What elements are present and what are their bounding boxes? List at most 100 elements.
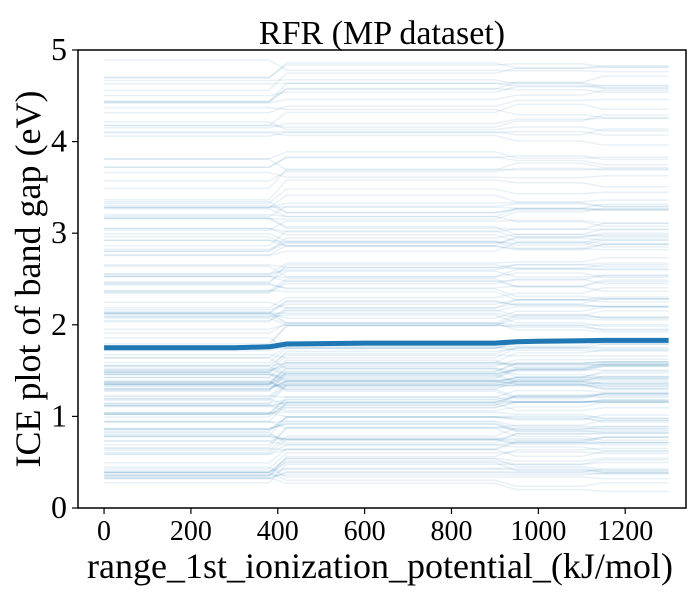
ice-line	[104, 279, 669, 289]
ice-line	[104, 401, 669, 408]
ice-line	[104, 423, 669, 433]
ice-line	[104, 447, 669, 478]
ice-line	[104, 59, 669, 73]
y-tick-label: 5	[51, 31, 67, 67]
ice-line	[104, 396, 669, 415]
ice-line	[104, 432, 669, 444]
ice-line	[104, 263, 669, 284]
ice-line	[104, 471, 669, 480]
ice-line	[104, 466, 669, 480]
ice-line	[104, 237, 669, 250]
ice-line	[104, 84, 669, 97]
ice-line	[104, 384, 669, 405]
ice-line	[104, 217, 669, 238]
ice-line	[104, 358, 669, 371]
x-tick-label: 800	[430, 516, 472, 547]
ice-line	[104, 312, 669, 319]
ice-line	[104, 114, 669, 129]
ice-line	[104, 310, 669, 326]
ice-line	[104, 354, 669, 373]
ice-line	[104, 287, 669, 309]
ice-line	[104, 309, 669, 347]
ice-line	[104, 297, 669, 309]
y-axis-label: ICE plot of band gap (eV)	[8, 91, 48, 468]
x-tick-label: 1200	[597, 516, 653, 547]
ice-line	[104, 324, 669, 330]
ice-line	[104, 361, 669, 367]
ice-line	[104, 277, 669, 293]
ice-line	[104, 117, 669, 129]
ice-line	[104, 201, 669, 208]
ice-line	[104, 132, 669, 146]
ice-line	[104, 289, 669, 303]
ice-line	[104, 121, 669, 132]
ice-line	[104, 89, 669, 104]
ice-line	[104, 379, 669, 400]
ice-line	[104, 265, 669, 278]
ice-line	[104, 214, 669, 227]
ice-line	[104, 441, 669, 451]
x-axis-label: range_1st_ionization_potential_(kJ/mol)	[87, 546, 673, 586]
ice-line	[104, 440, 669, 452]
ice-line	[104, 309, 669, 319]
ice-line	[104, 362, 669, 386]
ice-line	[104, 274, 669, 283]
ice-line	[104, 82, 669, 103]
ice-line	[104, 313, 669, 325]
ice-line	[104, 75, 669, 102]
ice-line	[104, 272, 669, 279]
ice-line	[104, 380, 669, 398]
ice-line	[104, 396, 669, 415]
ice-line	[104, 66, 669, 91]
ice-line	[104, 306, 669, 319]
chart-title: RFR (MP dataset)	[259, 15, 505, 52]
ice-line	[104, 432, 669, 442]
ice-line	[104, 436, 669, 464]
ice-line	[104, 380, 669, 388]
plot-frame	[77, 49, 687, 509]
ice-line	[104, 343, 669, 359]
ice-line	[104, 270, 669, 283]
ice-line	[104, 380, 669, 391]
ice-line	[104, 305, 669, 323]
ice-line	[104, 467, 669, 474]
ice-line	[104, 461, 669, 474]
ice-line	[104, 425, 669, 446]
ice-line	[104, 282, 669, 300]
ice-line	[104, 363, 669, 386]
ice-line	[104, 441, 669, 455]
ice-line	[104, 79, 669, 89]
ice-line	[104, 401, 669, 416]
ice-line	[104, 151, 669, 160]
ice-line	[104, 416, 669, 431]
ice-line	[104, 416, 669, 437]
ice-line	[104, 219, 669, 232]
ice-line	[104, 322, 669, 334]
ice-line	[104, 349, 669, 373]
ice-line	[104, 364, 669, 392]
ice-line	[104, 468, 669, 476]
ice-line	[104, 239, 669, 249]
ice-line	[104, 207, 669, 221]
ice-line	[104, 345, 669, 359]
ice-line	[104, 241, 669, 257]
ice-line	[104, 203, 669, 218]
ice-line	[104, 227, 669, 245]
ice-line	[104, 376, 669, 390]
ice-line	[104, 421, 669, 431]
ice-line	[104, 207, 669, 218]
ice-line	[104, 383, 669, 391]
ice-line	[104, 437, 669, 444]
ice-line	[104, 393, 669, 407]
ice-line	[104, 365, 669, 386]
ice-line	[104, 263, 669, 275]
ice-line	[104, 82, 669, 87]
ice-line	[104, 399, 669, 409]
ice-line	[104, 468, 669, 480]
ice-line	[104, 171, 669, 179]
ice-line	[104, 194, 669, 209]
ice-line	[104, 206, 669, 211]
ice-line	[104, 239, 669, 251]
ice-line	[104, 389, 669, 398]
ice-line	[104, 392, 669, 418]
